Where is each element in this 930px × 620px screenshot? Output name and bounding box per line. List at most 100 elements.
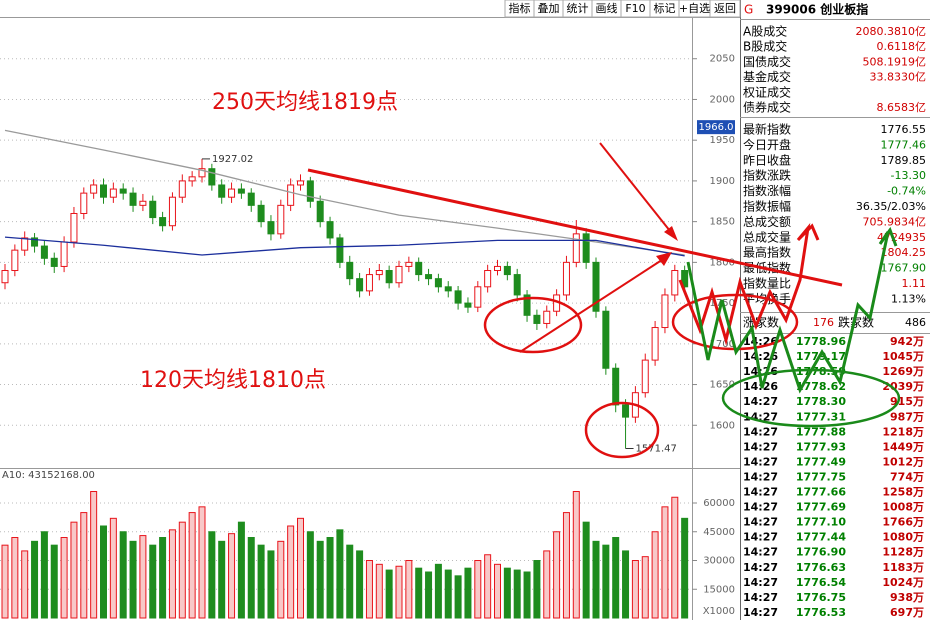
volume-bar xyxy=(40,531,48,619)
toolbar-label[interactable]: +自选 xyxy=(679,2,710,15)
stat-label: 指数振幅 xyxy=(743,199,791,214)
tick-price: 1776.75 xyxy=(796,591,846,604)
volume-bar xyxy=(178,521,186,619)
stat-value: -0.74% xyxy=(887,185,926,198)
stat-label: 指数涨幅 xyxy=(743,183,791,198)
tick-volume: 1218万 xyxy=(882,425,924,438)
candle-body xyxy=(1,270,9,284)
tick-price: 1777.44 xyxy=(796,531,846,544)
volume-bar xyxy=(543,550,551,619)
volume-bar xyxy=(572,491,580,619)
volume-bar xyxy=(444,569,452,619)
stat-label: A股成交 xyxy=(743,24,787,39)
candle-body xyxy=(356,278,364,292)
volume-bar xyxy=(385,569,393,619)
quote-title: 399006 创业板指 xyxy=(766,2,868,17)
volume-bar xyxy=(149,544,157,619)
volume-bar xyxy=(237,521,245,619)
candle-body xyxy=(109,188,117,198)
candle-body xyxy=(395,265,403,284)
candle-body xyxy=(375,270,383,276)
volume-bar xyxy=(218,540,226,619)
y-tick-label: 2050 xyxy=(710,54,735,65)
candle-body xyxy=(11,249,19,272)
tick-time: 14:27 xyxy=(743,546,778,559)
toolbar-label[interactable]: 返回 xyxy=(714,2,736,15)
tick-price: 1776.53 xyxy=(796,606,846,619)
stat-value: 1789.85 xyxy=(881,154,927,167)
tick-price: 1777.66 xyxy=(796,486,846,499)
volume-bar xyxy=(60,537,68,619)
volume-bar xyxy=(562,512,570,619)
tick-price: 1777.31 xyxy=(796,410,846,423)
tick-volume: 1766万 xyxy=(882,516,924,529)
y-tick-label: 1950 xyxy=(710,135,735,146)
tick-time: 14:27 xyxy=(743,486,778,499)
arrow-head xyxy=(664,226,678,241)
candle-body xyxy=(139,200,147,206)
toolbar-label[interactable]: 统计 xyxy=(567,2,589,15)
stat-label: 昨日收盘 xyxy=(743,152,791,167)
stat-label: 总成交量 xyxy=(743,229,791,244)
candle-body xyxy=(494,265,501,272)
candle-body xyxy=(484,270,492,288)
volume-bar xyxy=(395,565,403,619)
code-prefix: G xyxy=(744,3,753,17)
tick-volume: 2039万 xyxy=(882,380,924,393)
candle-body xyxy=(661,294,669,329)
tick-time: 14:27 xyxy=(743,440,778,453)
volume-bar xyxy=(464,567,472,619)
toolbar-button[interactable] xyxy=(709,0,741,18)
candle-body xyxy=(651,327,659,361)
volume-bar xyxy=(681,517,689,619)
volume-bar xyxy=(425,571,433,619)
stat-label: 最新指数 xyxy=(743,122,791,137)
tick-volume: 938万 xyxy=(890,591,924,604)
tick-price: 1777.10 xyxy=(796,516,846,529)
tick-time: 14:27 xyxy=(743,576,778,589)
volume-bar xyxy=(198,506,206,619)
candle-body xyxy=(592,261,600,312)
toolbar-label[interactable]: 标记 xyxy=(654,1,676,15)
candle-body xyxy=(622,404,630,418)
tick-time: 14:27 xyxy=(743,516,778,529)
volume-bar xyxy=(582,521,590,619)
tick-price: 1777.69 xyxy=(796,501,846,514)
y-tick-label: 1600 xyxy=(710,420,735,431)
y-tick-label: 1800 xyxy=(710,257,735,268)
volume-unit: X1000 xyxy=(703,606,735,617)
volume-bar xyxy=(109,517,117,619)
toolbar-label[interactable]: 指标 xyxy=(509,1,531,15)
stat-value: 1.13% xyxy=(891,292,926,305)
stat-value: 33.8330亿 xyxy=(870,71,927,84)
candle-body xyxy=(208,168,216,186)
tick-volume: 942万 xyxy=(890,335,924,348)
toolbar-label[interactable]: 画线 xyxy=(596,1,618,15)
candle-body xyxy=(582,233,590,263)
arrow-head xyxy=(656,252,672,266)
circle-mark xyxy=(721,368,901,428)
stat-label: 指数涨跌 xyxy=(743,168,791,183)
annotation: 120天均线1810点 xyxy=(140,368,326,393)
breadth-value: 176 xyxy=(813,316,834,329)
volume-bar xyxy=(356,550,364,619)
tick-volume: 1008万 xyxy=(882,501,924,514)
arrow xyxy=(519,255,669,353)
stat-value: 1777.46 xyxy=(881,138,927,151)
tick-time: 14:27 xyxy=(743,531,778,544)
tick-price: 1778.30 xyxy=(796,395,846,408)
candle-body xyxy=(50,257,58,267)
candle-body xyxy=(70,212,78,243)
circle-mark xyxy=(483,296,583,354)
tick-time: 14:27 xyxy=(743,425,778,438)
toolbar-label[interactable]: F10 xyxy=(625,2,645,15)
volume-bar xyxy=(415,567,423,619)
candle-body xyxy=(365,274,373,292)
volume-bar xyxy=(247,537,255,619)
volume-tick-label: 15000 xyxy=(703,584,735,595)
candle-body xyxy=(602,310,610,369)
toolbar-label[interactable]: 叠加 xyxy=(538,2,560,15)
candle-body xyxy=(425,274,433,280)
